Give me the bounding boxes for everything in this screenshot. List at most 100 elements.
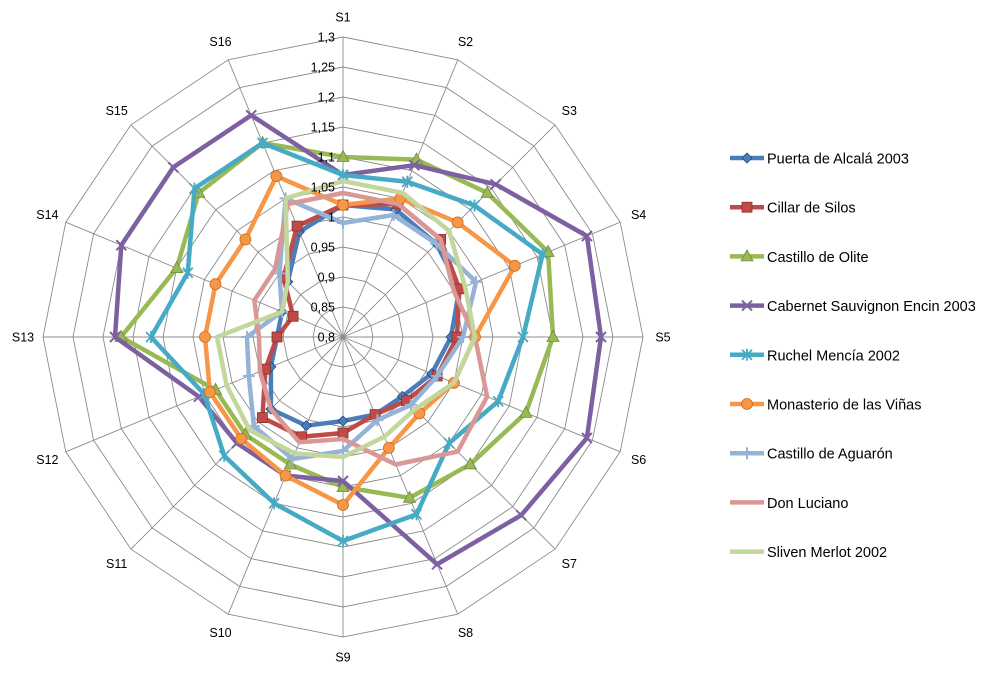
data-point bbox=[515, 509, 527, 521]
data-point bbox=[204, 386, 216, 399]
axis-label-s5: S5 bbox=[655, 331, 670, 345]
axis-label-s11: S11 bbox=[106, 557, 127, 571]
data-point bbox=[337, 415, 349, 427]
series-9 bbox=[214, 178, 478, 460]
data-point bbox=[268, 497, 280, 510]
data-point bbox=[431, 558, 443, 571]
axis-label-s14: S14 bbox=[36, 208, 58, 222]
data-point bbox=[431, 370, 444, 382]
grid-spoke bbox=[65, 221, 344, 338]
legend-marker bbox=[741, 201, 753, 213]
legend-item[interactable]: Sliven Merlot 2002 bbox=[730, 545, 887, 561]
data-point bbox=[218, 449, 230, 462]
data-point bbox=[242, 370, 255, 382]
legend-marker bbox=[741, 299, 753, 312]
legend-item[interactable]: Puerta de Alcalá 2003 bbox=[730, 152, 909, 168]
data-point bbox=[451, 216, 464, 229]
legend-label: Cabernet Sauvignon Encin 2003 bbox=[767, 299, 976, 315]
tick-label: 1,25 bbox=[311, 61, 335, 75]
data-point bbox=[581, 230, 593, 242]
data-point bbox=[170, 260, 184, 274]
legend-label: Castillo de Aguarón bbox=[767, 447, 893, 463]
series-line bbox=[202, 173, 518, 508]
data-point bbox=[492, 395, 504, 408]
data-point bbox=[457, 331, 469, 343]
data-point bbox=[410, 508, 423, 521]
legend-label: Ruchel Mencía 2002 bbox=[767, 348, 900, 364]
axis-label-s15: S15 bbox=[106, 104, 128, 118]
legend[interactable]: Puerta de Alcalá 2003 Cillar de Silos Cast… bbox=[730, 152, 976, 562]
tick-labels: 0,8 0,85 0,9 0,95 1 1,05 1,1 1,15 1,2 1,25 1,3 bbox=[311, 31, 335, 345]
grid-spoke bbox=[342, 336, 621, 453]
data-point bbox=[387, 209, 400, 221]
legend-item[interactable]: Monasterio de las Viñas bbox=[730, 398, 922, 414]
axis-label-s3: S3 bbox=[562, 104, 577, 118]
legend-item[interactable]: Cillar de Silos bbox=[730, 201, 856, 217]
legend-item[interactable]: Castillo de Olite bbox=[730, 249, 869, 266]
legend-item[interactable]: Don Luciano bbox=[730, 496, 848, 512]
data-point bbox=[402, 490, 417, 503]
data-point bbox=[188, 182, 201, 195]
legend-item[interactable]: Castillo de Aguarón bbox=[730, 447, 893, 463]
axis-label-s10: S10 bbox=[209, 626, 231, 640]
legend-label: Cillar de Silos bbox=[767, 201, 856, 217]
data-point bbox=[468, 199, 481, 212]
data-point bbox=[489, 178, 502, 191]
data-point bbox=[256, 137, 269, 149]
data-point bbox=[337, 535, 349, 547]
tick-label: 1,3 bbox=[318, 31, 335, 45]
axis-label-s13: S13 bbox=[12, 331, 34, 345]
data-point bbox=[145, 331, 157, 343]
tick-label: 0,85 bbox=[311, 301, 335, 315]
tick-label: 1,05 bbox=[311, 181, 335, 195]
series-7 bbox=[241, 192, 482, 465]
tick-label: 0,95 bbox=[311, 241, 335, 255]
data-point bbox=[273, 267, 286, 280]
data-point bbox=[401, 175, 413, 188]
axis-label-s6: S6 bbox=[631, 453, 646, 467]
legend-label: Castillo de Olite bbox=[767, 250, 869, 266]
data-point bbox=[182, 266, 194, 279]
data-point bbox=[239, 233, 252, 246]
series-3 bbox=[114, 135, 560, 503]
data-point bbox=[536, 248, 549, 261]
tick-label: 1,2 bbox=[318, 91, 335, 105]
tick-label: 0,9 bbox=[318, 271, 335, 285]
legend-marker bbox=[741, 447, 753, 460]
data-point bbox=[408, 159, 420, 171]
tick-label: 1,15 bbox=[311, 121, 335, 135]
data-point bbox=[209, 278, 222, 291]
series-group bbox=[109, 109, 607, 571]
data-point bbox=[115, 239, 128, 251]
axis-label-s8: S8 bbox=[458, 626, 473, 640]
series-line bbox=[214, 178, 478, 460]
data-point bbox=[241, 331, 253, 343]
data-point bbox=[109, 331, 121, 343]
data-point bbox=[517, 331, 529, 343]
axis-label-s7: S7 bbox=[562, 557, 577, 571]
axis-label-s4: S4 bbox=[631, 208, 646, 222]
data-point bbox=[256, 412, 268, 424]
legend-marker bbox=[741, 152, 753, 164]
legend-item[interactable]: Ruchel Mencía 2002 bbox=[730, 348, 900, 364]
data-point bbox=[382, 441, 395, 454]
tick-label: 1,1 bbox=[318, 151, 335, 165]
data-point bbox=[463, 456, 477, 470]
data-point bbox=[595, 331, 607, 343]
legend-marker bbox=[740, 249, 754, 262]
data-point bbox=[199, 331, 211, 343]
axis-label-s1: S1 bbox=[335, 11, 350, 25]
grid-spoke bbox=[342, 336, 459, 615]
data-point bbox=[508, 259, 521, 272]
data-point bbox=[167, 161, 180, 174]
data-point bbox=[235, 432, 248, 445]
data-point bbox=[287, 310, 299, 322]
data-point bbox=[337, 499, 349, 511]
legend-marker bbox=[741, 348, 753, 361]
data-point bbox=[271, 331, 283, 343]
legend-item[interactable]: Cabernet Sauvignon Encin 2003 bbox=[730, 299, 976, 315]
data-point bbox=[546, 329, 560, 342]
data-point bbox=[286, 453, 299, 465]
axis-labels: S1 S2 S3 S4 S5 S6 S7 S8 S9 S10 S11 S12 S13 S14 S15 S16 bbox=[12, 11, 671, 665]
